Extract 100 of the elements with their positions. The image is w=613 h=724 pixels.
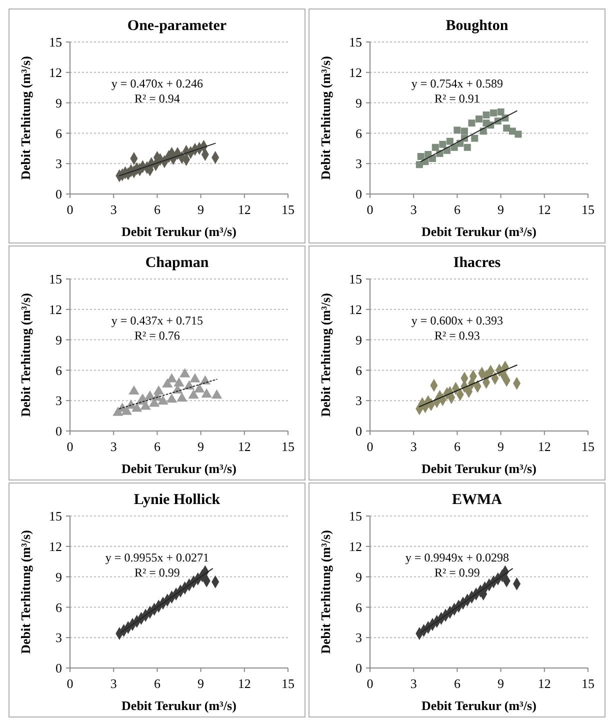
x-tick-label: 9 (498, 202, 504, 217)
x-tick-label: 12 (538, 439, 551, 454)
x-tick-label: 3 (110, 202, 117, 217)
x-tick-label: 9 (198, 676, 204, 691)
chart-title: Chapman (145, 255, 210, 271)
y-tick-label: 3 (56, 393, 62, 408)
y-tick-label: 0 (356, 186, 362, 202)
x-tick-label: 6 (454, 439, 461, 454)
y-tick-label: 9 (56, 569, 62, 584)
y-tick-label: 6 (56, 600, 62, 615)
point (464, 144, 471, 151)
x-tick-label: 6 (154, 439, 161, 454)
x-tick-label: 3 (110, 439, 117, 454)
x-tick-label: 9 (198, 202, 204, 217)
point (454, 126, 461, 134)
y-tick-label: 0 (356, 424, 362, 439)
y-axis-title: Debit Terhitung (m³/s) (18, 530, 33, 654)
x-tick-label: 0 (366, 202, 374, 217)
y-tick-label: 15 (349, 34, 362, 50)
x-tick-label: 9 (498, 676, 504, 691)
x-tick-label: 9 (198, 439, 204, 454)
point (158, 395, 168, 405)
point (128, 385, 140, 395)
point (176, 392, 188, 402)
y-tick-label: 12 (49, 64, 62, 80)
x-tick-label: 15 (582, 439, 594, 454)
point (201, 388, 212, 398)
y-tick-label: 9 (356, 332, 362, 348)
x-tick-label: 15 (582, 202, 594, 217)
annotation: y = 0.9949x + 0.0298 (405, 550, 509, 565)
x-axis-title: Debit Terukur (m³/s) (422, 461, 536, 476)
x-tick-label: 12 (238, 676, 251, 691)
chart-title: Boughton (446, 18, 509, 34)
annotation: R² = 0.91 (434, 92, 480, 106)
annotation: R² = 0.93 (434, 328, 480, 343)
point (514, 130, 522, 138)
y-tick-label: 15 (49, 508, 62, 524)
point (179, 368, 190, 378)
x-tick-label: 6 (154, 676, 161, 691)
point (194, 383, 205, 393)
point (211, 389, 222, 399)
x-tick-label: 15 (282, 676, 294, 691)
chart-title: Lynie Hollick (134, 492, 221, 508)
chart-title: EWMA (452, 492, 502, 508)
x-tick-label: 3 (410, 676, 417, 691)
x-tick-label: 12 (538, 202, 551, 217)
chart-title: Ihacres (453, 255, 501, 271)
y-tick-label: 12 (349, 538, 362, 554)
x-tick-label: 12 (238, 202, 251, 217)
x-tick-label: 0 (66, 202, 74, 217)
annotation: R² = 0.94 (134, 92, 180, 106)
x-tick-label: 6 (454, 676, 461, 691)
y-tick-label: 15 (349, 272, 362, 287)
point (476, 116, 482, 123)
point (190, 373, 200, 382)
chart-title: One-parameter (127, 18, 227, 34)
y-tick-label: 6 (356, 600, 362, 615)
x-tick-label: 15 (282, 439, 294, 454)
x-tick-label: 15 (282, 202, 294, 217)
y-tick-label: 6 (356, 362, 362, 378)
y-tick-label: 12 (49, 302, 62, 317)
y-tick-label: 9 (356, 569, 362, 584)
y-tick-label: 15 (349, 508, 362, 524)
point (174, 377, 184, 386)
y-tick-label: 12 (349, 302, 362, 317)
y-tick-label: 3 (356, 393, 362, 408)
point (428, 155, 436, 162)
x-tick-label: 9 (498, 439, 504, 454)
x-axis-title: Debit Terukur (m³/s) (122, 461, 236, 476)
x-axis-title: Debit Terukur (m³/s) (422, 698, 536, 713)
point (166, 393, 178, 403)
y-tick-label: 15 (49, 34, 62, 50)
y-tick-label: 3 (356, 630, 362, 646)
x-tick-label: 0 (366, 676, 374, 691)
y-tick-label: 9 (356, 95, 362, 110)
point (482, 111, 490, 118)
annotation: R² = 0.76 (134, 328, 180, 343)
x-tick-label: 3 (410, 439, 417, 454)
y-tick-label: 0 (56, 660, 62, 676)
point (439, 140, 446, 148)
annotation: y = 0.470x + 0.246 (111, 76, 203, 91)
y-tick-label: 6 (356, 126, 362, 141)
point (121, 406, 132, 415)
x-tick-label: 12 (538, 676, 551, 691)
y-axis-title: Debit Terhitung (m³/s) (18, 56, 33, 180)
x-tick-label: 0 (366, 439, 374, 454)
y-tick-label: 6 (56, 362, 62, 378)
annotation: y = 0.754x + 0.589 (411, 76, 503, 91)
y-tick-label: 12 (49, 538, 62, 554)
y-axis-title: Debit Terhitung (m³/s) (318, 56, 333, 180)
point (188, 389, 199, 399)
annotation: R² = 0.99 (134, 566, 180, 580)
y-tick-label: 3 (56, 156, 62, 172)
y-tick-label: 0 (56, 186, 62, 202)
x-axis-title: Debit Terukur (m³/s) (122, 224, 236, 239)
point (132, 402, 142, 412)
y-tick-label: 3 (356, 156, 362, 172)
y-tick-label: 9 (56, 95, 62, 110)
point (432, 144, 439, 151)
y-tick-label: 9 (56, 332, 62, 348)
